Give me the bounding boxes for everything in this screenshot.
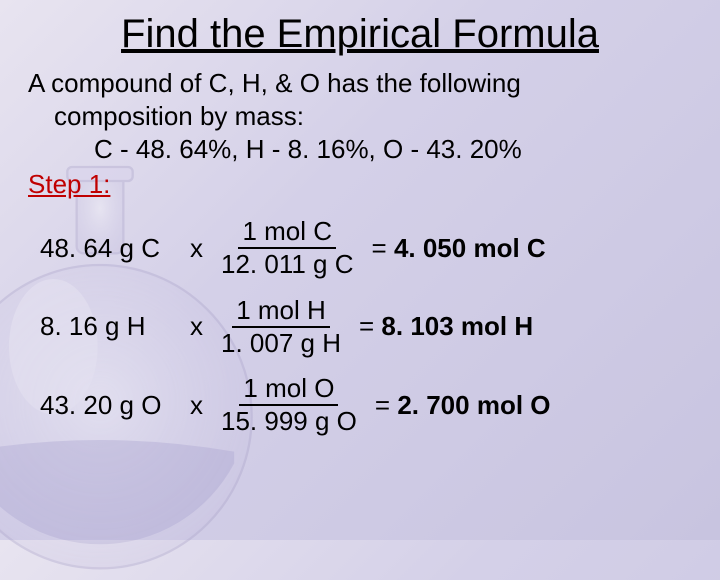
mass-oxygen: 43. 20 g O [40,390,182,421]
fraction-oxygen: 1 mol O 15. 999 g O [217,375,361,436]
equals-sign: = [372,233,387,263]
times-symbol: x [190,390,203,421]
fraction-carbon: 1 mol C 12. 011 g C [217,218,358,279]
calc-row-oxygen: 43. 20 g O x 1 mol O 15. 999 g O = 2. 70… [40,375,696,436]
result-carbon: = 4. 050 mol C [372,233,546,264]
fraction-hydrogen: 1 mol H 1. 007 g H [217,297,345,358]
mass-hydrogen: 8. 16 g H [40,311,182,342]
mass-carbon: 48. 64 g C [40,233,182,264]
intro-line-1: A compound of C, H, & O has the followin… [28,67,696,100]
equals-sign: = [359,311,374,341]
calc-row-carbon: 48. 64 g C x 1 mol C 12. 011 g C = 4. 05… [40,218,696,279]
slide-title: Find the Empirical Formula [24,12,696,57]
times-symbol: x [190,311,203,342]
equals-sign: = [375,390,390,420]
calc-row-hydrogen: 8. 16 g H x 1 mol H 1. 007 g H = 8. 103 … [40,297,696,358]
slide-content: Find the Empirical Formula A compound of… [0,0,720,436]
times-symbol: x [190,233,203,264]
step-1-label: Step 1: [28,169,696,200]
numerator-hydrogen: 1 mol H [232,297,330,328]
intro-line-2: composition by mass: [54,100,696,133]
result-value-carbon: 4. 050 mol C [394,233,546,263]
composition-percents: C - 48. 64%, H - 8. 16%, O - 43. 20% [94,134,696,165]
numerator-carbon: 1 mol C [238,218,336,249]
result-oxygen: = 2. 700 mol O [375,390,551,421]
denominator-carbon: 12. 011 g C [217,249,358,278]
denominator-oxygen: 15. 999 g O [217,406,361,435]
denominator-hydrogen: 1. 007 g H [217,328,345,357]
result-value-hydrogen: 8. 103 mol H [381,311,533,341]
result-value-oxygen: 2. 700 mol O [397,390,550,420]
result-hydrogen: = 8. 103 mol H [359,311,533,342]
numerator-oxygen: 1 mol O [239,375,338,406]
